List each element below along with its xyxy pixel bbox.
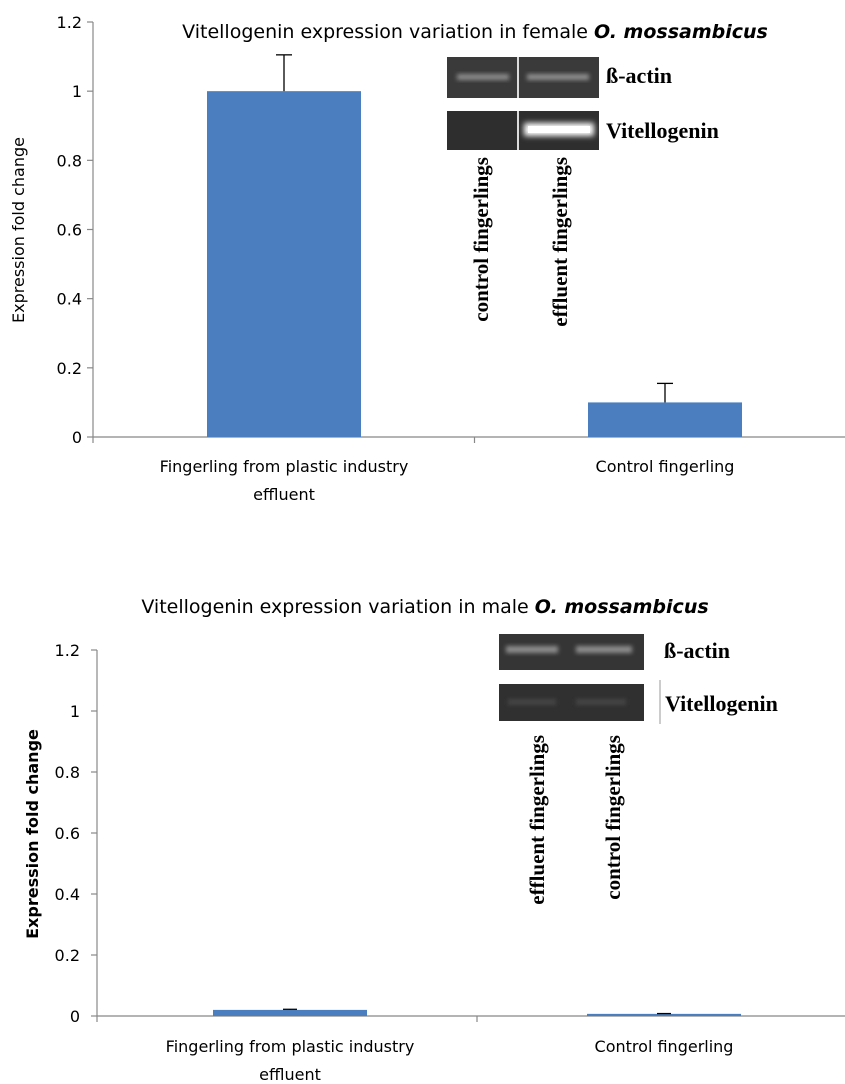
chart-male-gel-band <box>576 699 626 705</box>
chart-male-y-axis-label: Expression fold change <box>23 729 42 939</box>
chart-male-gel-band <box>506 646 558 653</box>
chart-male-bar <box>587 1013 741 1016</box>
chart-female-category-label: Fingerling from plastic industry <box>160 457 409 476</box>
chart-male-gel-band <box>576 646 632 653</box>
chart-female-y-tick-label: 1.2 <box>57 13 82 32</box>
chart-male-y-tick-label: 1 <box>70 702 80 721</box>
chart-female-bar <box>588 402 742 437</box>
chart-female-category-label: Control fingerling <box>596 457 735 476</box>
chart-male-y-tick-label: 0.8 <box>55 763 80 782</box>
chart-female-y-tick-label: 1 <box>72 82 82 101</box>
chart-male-y-tick-label: 1.2 <box>55 641 80 660</box>
chart-female: Vitellogenin expression variation in fem… <box>9 13 845 504</box>
chart-female-y-tick-label: 0.2 <box>57 359 82 378</box>
chart-male-gel-label-vitellogenin: Vitellogenin <box>665 691 778 716</box>
chart-male-gel-inset: ß-actin Vitellogenin effluent fingerling… <box>499 634 778 905</box>
chart-male-y-tick-label: 0.4 <box>55 885 80 904</box>
chart-female-gel-label-beta-actin: ß-actin <box>606 63 672 88</box>
chart-female-gel-band <box>527 74 589 80</box>
chart-male-y-tick-label: 0.6 <box>55 824 80 843</box>
chart-female-y-tick-label: 0.8 <box>57 151 82 170</box>
chart-male-gel-lane-label: control fingerlings <box>601 735 625 900</box>
chart-female-y-tick-label: 0.4 <box>57 290 82 309</box>
chart-female-gel-lane-label: effluent fingerlings <box>548 157 572 327</box>
chart-male-title: Vitellogenin expression variation in mal… <box>141 596 708 618</box>
chart-male-category-label-line2: effluent <box>259 1065 321 1084</box>
chart-female-y-tick-label: 0 <box>72 428 82 447</box>
chart-male: Vitellogenin expression variation in mal… <box>23 596 845 1084</box>
chart-male-category-label: Fingerling from plastic industry <box>166 1037 415 1056</box>
chart-female-gel-band <box>457 74 509 80</box>
chart-female-gel-label-vitellogenin: Vitellogenin <box>606 118 719 143</box>
chart-female-gel-inset: ß-actin Vitellogenin control fingerlings… <box>447 57 719 327</box>
chart-female-title: Vitellogenin expression variation in fem… <box>182 21 768 43</box>
chart-male-y-tick-label: 0 <box>70 1007 80 1026</box>
chart-male-y-tick-label: 0.2 <box>55 946 80 965</box>
chart-male-gel-band <box>508 699 556 705</box>
chart-male-gel-label-beta-actin: ß-actin <box>664 638 730 663</box>
chart-male-gel-lane-label: effluent fingerlings <box>525 735 549 905</box>
chart-male-bar <box>213 1009 367 1016</box>
chart-male-category-label: Control fingerling <box>595 1037 734 1056</box>
chart-female-y-axis-label: Expression fold change <box>9 137 28 323</box>
chart-female-category-label-line2: effluent <box>253 485 315 504</box>
chart-female-bar <box>207 91 361 438</box>
chart-female-y-tick-label: 0.6 <box>57 221 82 240</box>
chart-female-gel-lane-label: control fingerlings <box>469 157 493 322</box>
